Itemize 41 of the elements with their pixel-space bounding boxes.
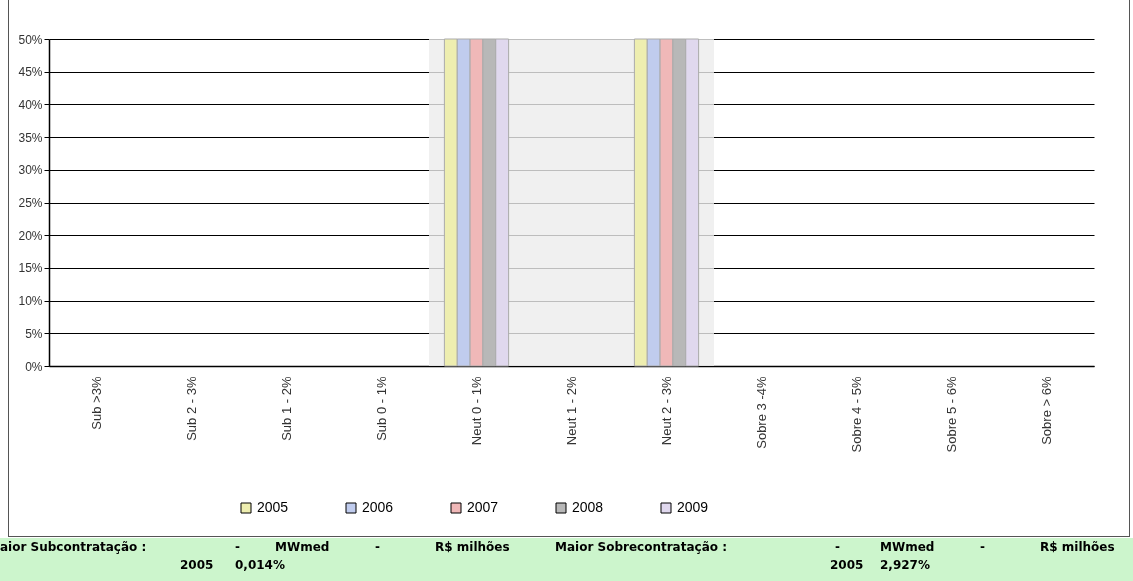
text: 2005 (830, 558, 864, 572)
x-tick-label: Sobre 3 -4% (754, 376, 769, 449)
y-tick-label: 5% (25, 326, 43, 341)
text: - (980, 540, 985, 554)
x-tick-label: Neut 2 - 3% (659, 376, 674, 446)
text: MWmed (880, 540, 935, 554)
text: - (235, 540, 240, 554)
legend-label: 2007 (467, 499, 499, 515)
y-tick-label: 10% (18, 294, 43, 309)
y-tick-label: 15% (18, 261, 43, 276)
text: R$ milhões (1040, 540, 1115, 554)
text: 2005 (180, 558, 214, 572)
y-tick-label: 20% (18, 228, 43, 243)
text: 0,014% (235, 558, 285, 572)
text: - (835, 540, 840, 554)
x-tick-label: Sub 2 - 3% (184, 376, 199, 441)
text: Maior Sobrecontratação : (555, 540, 727, 554)
x-tick-label: Sub >3% (89, 376, 104, 430)
x-tick-label: Sub 0 - 1% (374, 376, 389, 441)
y-tick-label: 50% (18, 32, 43, 47)
x-tick-label: Sub 1 - 2% (279, 376, 294, 441)
text: R$ milhões (435, 540, 510, 554)
y-tick-label: 30% (18, 163, 43, 178)
legend-label: 2009 (677, 499, 709, 515)
text: MWmed (275, 540, 330, 554)
y-tick-label: 25% (18, 196, 43, 210)
y-tick-label: 40% (18, 97, 43, 112)
x-tick-label: Sobre 4 - 5% (849, 376, 864, 453)
y-tick-label: 0% (25, 359, 43, 374)
y-tick-label: 45% (18, 65, 43, 80)
y-tick-label: 35% (18, 130, 43, 145)
legend-label: 2005 (257, 499, 289, 515)
x-tick-label: Sobre 5 - 6% (944, 376, 959, 453)
x-tick-label: Neut 1 - 2% (564, 376, 579, 446)
legend-label: 2008 (572, 499, 604, 515)
x-tick-label: Neut 0 - 1% (469, 376, 484, 446)
legend-label: 2006 (362, 499, 394, 515)
text: 2,927% (880, 558, 930, 572)
text: aior Subcontratação : (0, 540, 147, 554)
x-tick-label: Sobre > 6% (1039, 376, 1054, 445)
text: - (375, 540, 380, 554)
